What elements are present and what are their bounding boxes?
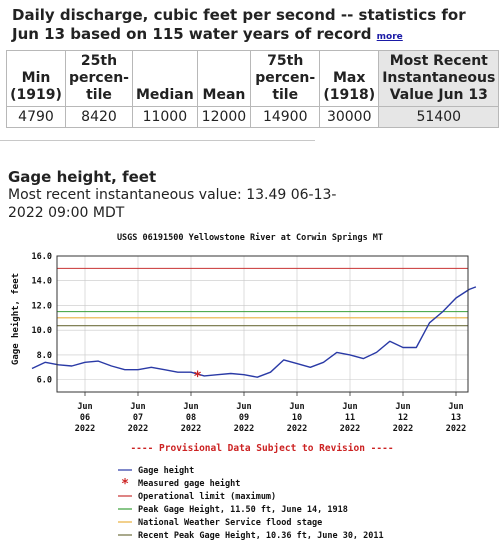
legend-label: Gage height — [138, 465, 194, 476]
y-tick-label: 14.0 — [32, 277, 52, 287]
x-tick-label: 08 — [186, 413, 196, 423]
provisional-note: ---- Provisional Data Subject to Revisio… — [130, 443, 393, 454]
x-tick-label: 2022 — [75, 424, 95, 434]
value-recent: 51400 — [378, 106, 500, 128]
legend-label: Operational limit (maximum) — [138, 491, 276, 502]
header-median: Median — [132, 50, 198, 107]
header-mean: Mean — [196, 50, 252, 107]
x-tick-label: Jun — [448, 402, 463, 412]
y-tick-label: 6.0 — [37, 376, 52, 386]
value-p25: 8420 — [65, 106, 133, 128]
measured-gage-height-point: * — [193, 369, 201, 385]
plot-area: 6.08.010.012.014.016.0Jun062022Jun072022… — [31, 252, 477, 434]
y-tick-label: 8.0 — [37, 351, 52, 361]
plot-frame — [56, 255, 469, 393]
gage-height-recent-value: Most recent instantaneous value: 13.49 0… — [8, 187, 337, 221]
value-min: 4790 — [6, 106, 66, 128]
x-tick-label: 12 — [398, 413, 408, 423]
x-tick-label: 2022 — [287, 424, 307, 434]
header-p75: 75th percen-tile — [250, 50, 321, 107]
x-tick-label: 07 — [133, 413, 143, 423]
legend-label: Measured gage height — [138, 478, 240, 489]
statistics-value-row: 4790 8420 11000 12000 14900 30000 51400 — [6, 106, 500, 128]
stats-title: Daily discharge, cubic feet per second -… — [12, 6, 492, 47]
x-tick-label: Jun — [236, 402, 251, 412]
legend-label: Recent Peak Gage Height, 10.36 ft, June … — [138, 530, 384, 541]
x-tick-label: 13 — [451, 413, 461, 423]
section-divider — [0, 140, 315, 141]
header-recent: Most Recent Instantaneous Value Jun 13 — [378, 50, 500, 107]
gage-height-heading: Gage height, feet — [8, 168, 157, 186]
value-median: 11000 — [132, 106, 198, 128]
x-tick-label: 11 — [345, 413, 355, 423]
statistics-table: Min (1919) 25th percen-tile Median Mean … — [6, 50, 500, 128]
value-p75: 14900 — [250, 106, 321, 128]
x-tick-label: Jun — [395, 402, 410, 412]
chart-legend: Gage height * Measured gage height Operatio… — [118, 465, 384, 541]
x-tick-label: 2022 — [234, 424, 254, 434]
value-mean: 12000 — [196, 106, 252, 128]
y-tick-label: 12.0 — [32, 301, 52, 311]
x-tick-label: 2022 — [446, 424, 466, 434]
x-tick-label: Jun — [289, 402, 304, 412]
x-tick-label: 09 — [239, 413, 249, 423]
gage-height-chart: USGS 06191500 Yellowstone River at Corwi… — [10, 232, 477, 541]
x-tick-label: 2022 — [393, 424, 413, 434]
x-tick-label: Jun — [77, 402, 92, 412]
y-axis-label: Gage height, feet — [10, 273, 21, 365]
gage-height-series-line — [31, 286, 477, 378]
x-tick-label: Jun — [183, 402, 198, 412]
statistics-header-row: Min (1919) 25th percen-tile Median Mean … — [6, 50, 500, 107]
stats-title-text: Daily discharge, cubic feet per second -… — [12, 6, 466, 43]
header-max: Max (1918) — [319, 50, 380, 107]
x-tick-label: 10 — [292, 413, 302, 423]
header-min: Min (1919) — [6, 50, 66, 107]
y-tick-label: 10.0 — [32, 326, 52, 336]
value-max: 30000 — [319, 106, 380, 128]
y-tick-label: 16.0 — [32, 252, 52, 262]
x-tick-label: Jun — [130, 402, 145, 412]
legend-swatch-asterisk: * — [121, 477, 129, 492]
more-link[interactable]: more — [376, 32, 403, 42]
x-tick-label: 2022 — [128, 424, 148, 434]
x-tick-label: 2022 — [340, 424, 360, 434]
header-p25: 25th percen-tile — [65, 50, 133, 107]
legend-label: National Weather Service flood stage — [138, 517, 322, 528]
x-tick-label: 2022 — [181, 424, 201, 434]
legend-label: Peak Gage Height, 11.50 ft, June 14, 191… — [138, 504, 348, 515]
chart-title: USGS 06191500 Yellowstone River at Corwi… — [117, 232, 383, 243]
x-tick-label: Jun — [342, 402, 357, 412]
x-tick-label: 06 — [80, 413, 90, 423]
